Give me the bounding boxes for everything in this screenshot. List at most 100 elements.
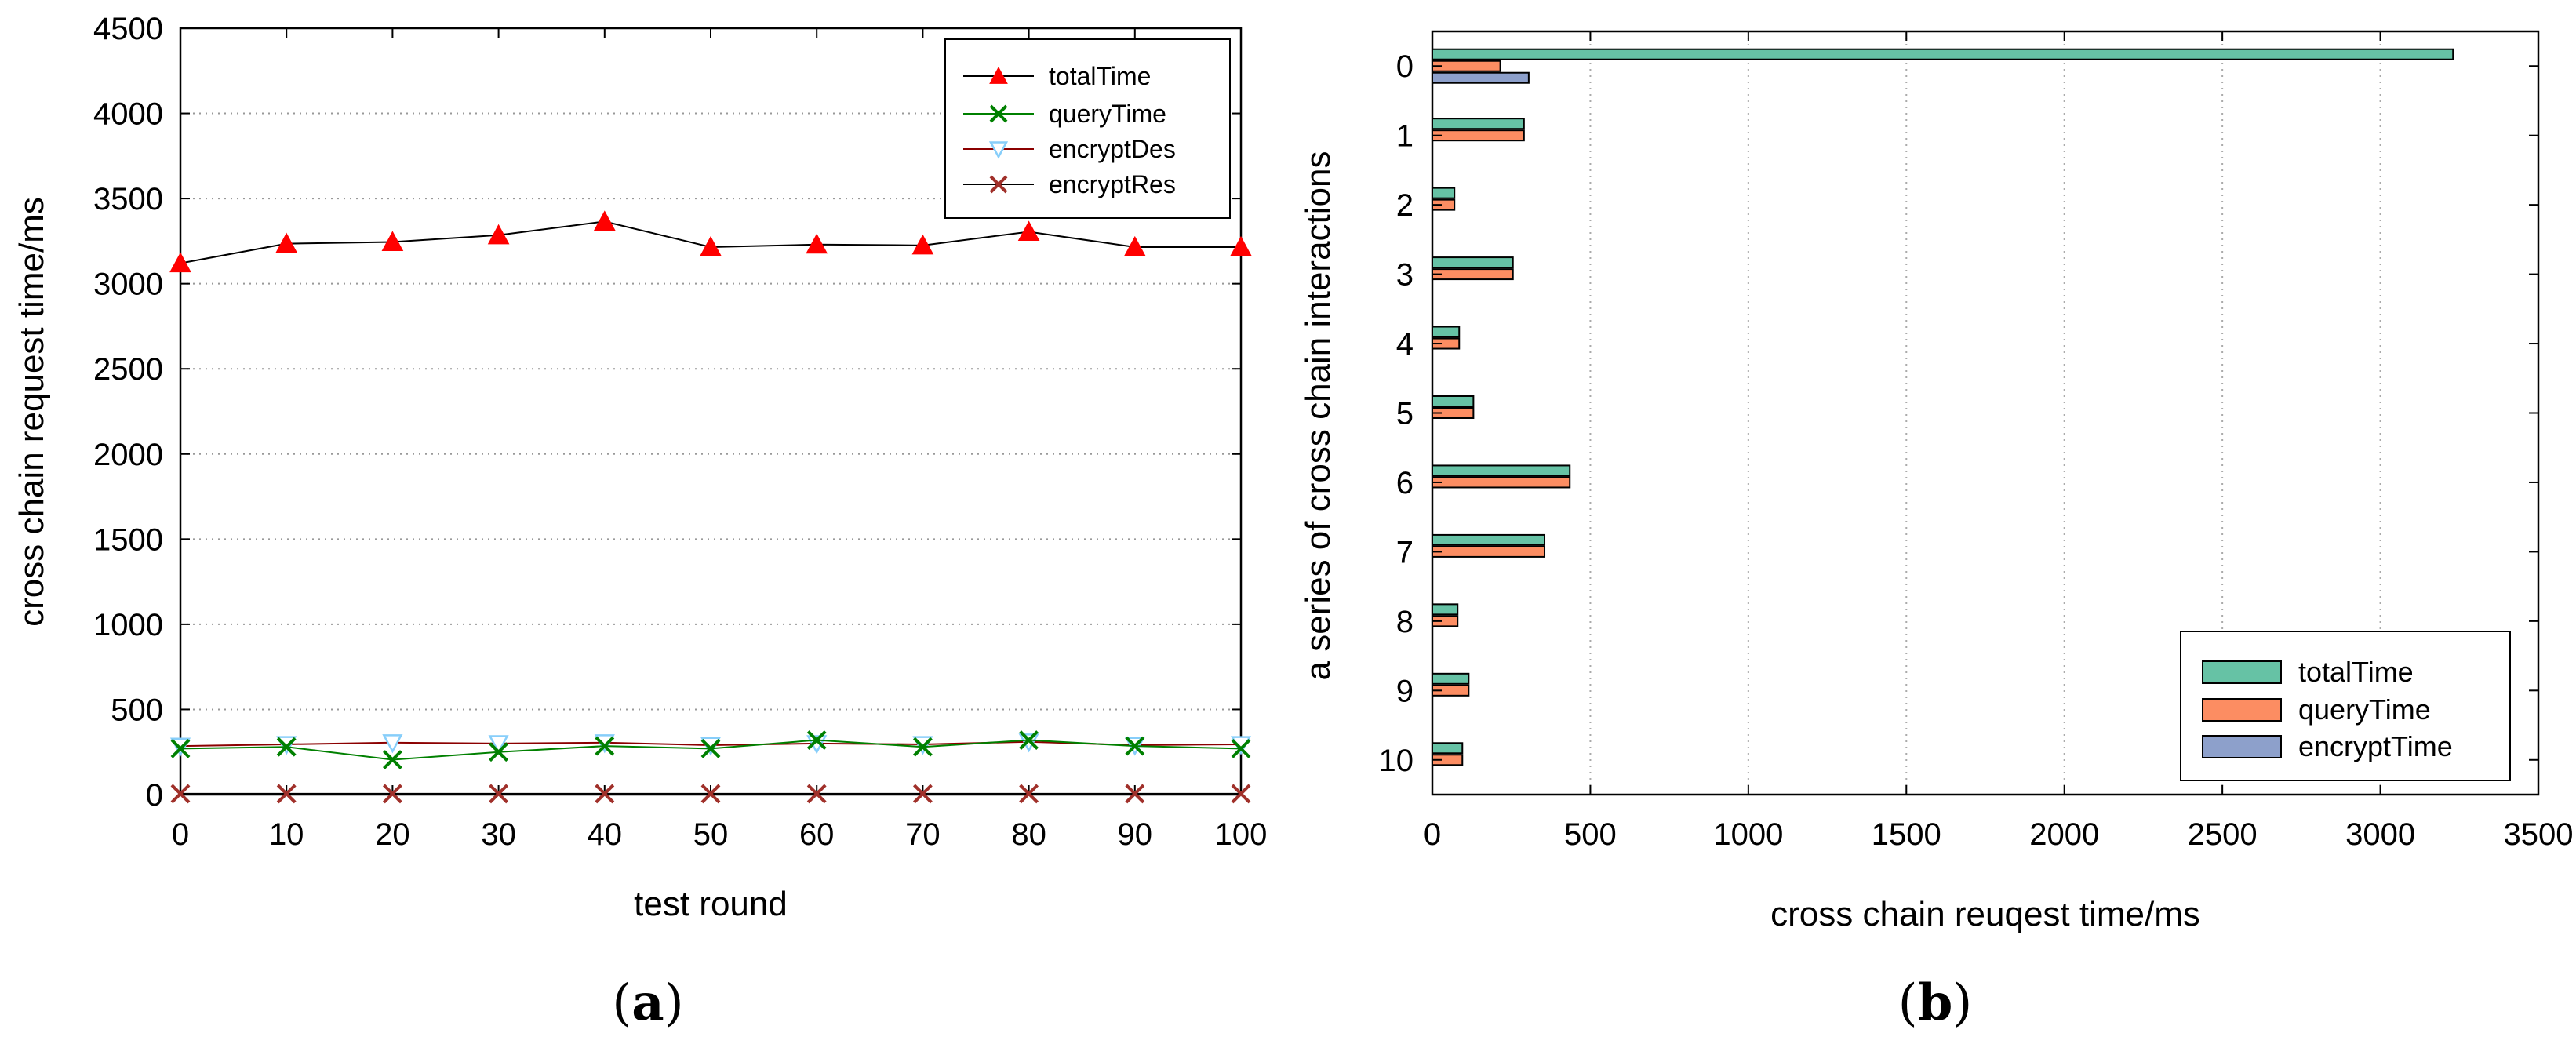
chart-a-point-queryTime-stroke-2	[382, 750, 402, 769]
chart-a-point-queryTime-stroke-2	[1231, 738, 1251, 758]
chart-b-bar-totalTime	[1432, 464, 1571, 477]
chart-b-y-tick-label: 1	[1396, 119, 1414, 154]
chart-a-y-tick-label: 3500	[93, 182, 163, 216]
chart-b-bar-queryTime	[1432, 268, 1514, 281]
chart-a-point-encryptRes-stroke-2	[276, 784, 297, 804]
chart-b-legend-item-queryTime: queryTime	[2202, 693, 2431, 726]
chart-a-series-encryptDes	[169, 733, 1252, 757]
chart-a-y-tick-label: 3000	[93, 267, 163, 302]
chart-a-series	[169, 210, 1252, 804]
chart-a-panel-label-open: (	[612, 974, 631, 1032]
chart-a-legend-item-encryptRes: encryptRes	[963, 170, 1176, 198]
chart-a-grid	[180, 112, 1241, 711]
chart-a-point-encryptRes	[170, 784, 191, 804]
chart-a-point-totalTime	[381, 231, 404, 252]
chart-b-y-tick-label: 0	[1396, 49, 1414, 84]
chart-a-point-totalTime	[275, 232, 298, 253]
chart-a-y-tick-label: 4500	[93, 12, 163, 46]
chart-a-x-ticks: 0 10 20 30 40 50 60 70 80 90 100	[172, 28, 1267, 852]
chart-a-legend-label: encryptRes	[1049, 170, 1176, 198]
chart-b-x-ticks: 0 500 1000 1500 2000 2500 3000 3500	[1424, 31, 2573, 852]
chart-a-panel-letter: a	[631, 973, 664, 1032]
chart-a-legend-item-totalTime: totalTime	[963, 62, 1151, 90]
chart-b-panel-letter: b	[1918, 973, 1953, 1032]
chart-b-bar-totalTime	[1432, 395, 1475, 407]
chart-a-point-encryptRes	[1125, 784, 1145, 804]
chart-a-y-axis-label: cross chain request time/ms	[13, 197, 51, 627]
chart-b-legend-swatch	[2202, 660, 2282, 684]
chart-a-point-queryTime	[1125, 736, 1145, 756]
chart-a-legend-label: queryTime	[1049, 100, 1166, 128]
chart-b-x-tick-label: 500	[1564, 817, 1617, 852]
chart-a-y-tick-label: 500	[111, 693, 163, 727]
chart-a-point-totalTime	[911, 234, 934, 255]
chart-b-y-tick-label: 5	[1396, 397, 1414, 431]
chart-a-point-totalTime	[1017, 220, 1040, 241]
chart-a-point-queryTime	[1019, 730, 1039, 750]
chart-a-point-encryptRes-stroke-2	[912, 784, 933, 804]
chart-a-point-queryTime-stroke-2	[912, 737, 933, 757]
chart-a-y-tick-label: 1500	[93, 522, 163, 557]
chart-b-x-tick-label: 3000	[2345, 817, 2415, 852]
chart-a-point-queryTime	[489, 742, 509, 762]
chart-b-bar-totalTime	[1432, 603, 1459, 616]
chart-a-point-totalTime	[169, 252, 191, 273]
chart-a-point-totalTime	[593, 210, 616, 231]
chart-b-legend-label: encryptTime	[2298, 730, 2453, 762]
chart-b-panel-label: (b)	[1898, 973, 1973, 1032]
chart-a-y-ticks: 0 500 1000 1500 2000 2500 3000 3500 4000 4500	[93, 12, 1241, 813]
chart-a-series-totalTime	[169, 210, 1252, 273]
chart-a-legend-label: encryptDes	[1049, 135, 1176, 163]
chart-a-legend-item-encryptDes: encryptDes	[963, 135, 1176, 163]
chart-a-point-encryptRes-stroke-2	[806, 784, 827, 804]
chart-a-point-encryptRes	[912, 784, 933, 804]
chart-a-point-encryptRes-stroke-2	[595, 784, 615, 804]
chart-b-bar-totalTime	[1432, 742, 1464, 755]
chart-a-x-axis-label: test round	[634, 885, 788, 923]
chart-a-legend-marker	[989, 66, 1008, 84]
chart-a-x-tick-label: 0	[172, 817, 189, 852]
chart-a-point-queryTime-stroke-2	[595, 736, 615, 756]
chart-a-point-totalTime	[700, 235, 722, 256]
chart-b-y-tick-label: 7	[1396, 535, 1414, 569]
chart-a-legend-marker	[988, 141, 1009, 159]
chart-a-point-encryptRes-stroke-2	[382, 784, 402, 804]
chart-b-y-tick-label: 8	[1396, 605, 1414, 639]
chart-b-bar-queryTime	[1432, 60, 1501, 72]
chart-a-point-totalTime	[806, 233, 828, 254]
chart-a-point-encryptRes	[276, 784, 297, 804]
chart-a-panel-label: (a)	[612, 973, 683, 1032]
chart-b-bar-totalTime	[1432, 533, 1546, 546]
chart-a-legend: totalTime queryTime encryptDes encryptRes	[944, 38, 1231, 219]
chart-a-point-queryTime	[912, 737, 933, 757]
chart-a-point-encryptRes	[595, 784, 615, 804]
chart-b-bar-queryTime	[1432, 129, 1525, 142]
chart-a-legend-label: totalTime	[1049, 62, 1151, 90]
chart-b-bar-totalTime	[1432, 672, 1470, 685]
chart-b-legend-label: queryTime	[2298, 693, 2431, 726]
chart-a-point-queryTime-stroke-2	[1125, 736, 1145, 756]
chart-a-x-tick-label: 60	[799, 817, 835, 852]
chart-a-legend-item-queryTime: queryTime	[963, 100, 1166, 128]
chart-a-point-totalTime	[1123, 235, 1146, 256]
chart-b-y-tick-label: 3	[1396, 258, 1414, 293]
chart-b-bar-totalTime	[1432, 326, 1461, 338]
chart-a-point-encryptDes	[488, 735, 509, 755]
chart-a-legend-marker	[989, 175, 1008, 194]
chart-b-y-tick-label: 2	[1396, 188, 1414, 223]
chart-a-x-tick-label: 30	[481, 817, 516, 852]
chart-a-point-encryptRes	[1231, 784, 1251, 804]
chart-a-legend-marker-stroke-2	[989, 104, 1008, 123]
chart-b-x-tick-label: 0	[1424, 817, 1441, 852]
chart-a-y-tick-label: 4000	[93, 97, 163, 132]
chart-a-point-queryTime-stroke-2	[1019, 730, 1039, 750]
chart-a-point-encryptRes-stroke-2	[700, 784, 721, 804]
chart-b-bar-encryptTime	[1432, 71, 1530, 84]
chart-a-y-tick-label: 2000	[93, 438, 163, 472]
chart-a-point-totalTime	[487, 224, 510, 245]
chart-a-x-tick-label: 70	[905, 817, 941, 852]
chart-a-point-queryTime-stroke-2	[489, 742, 509, 762]
chart-a-point-encryptRes	[806, 784, 827, 804]
chart-b-y-tick-label: 6	[1396, 466, 1414, 500]
